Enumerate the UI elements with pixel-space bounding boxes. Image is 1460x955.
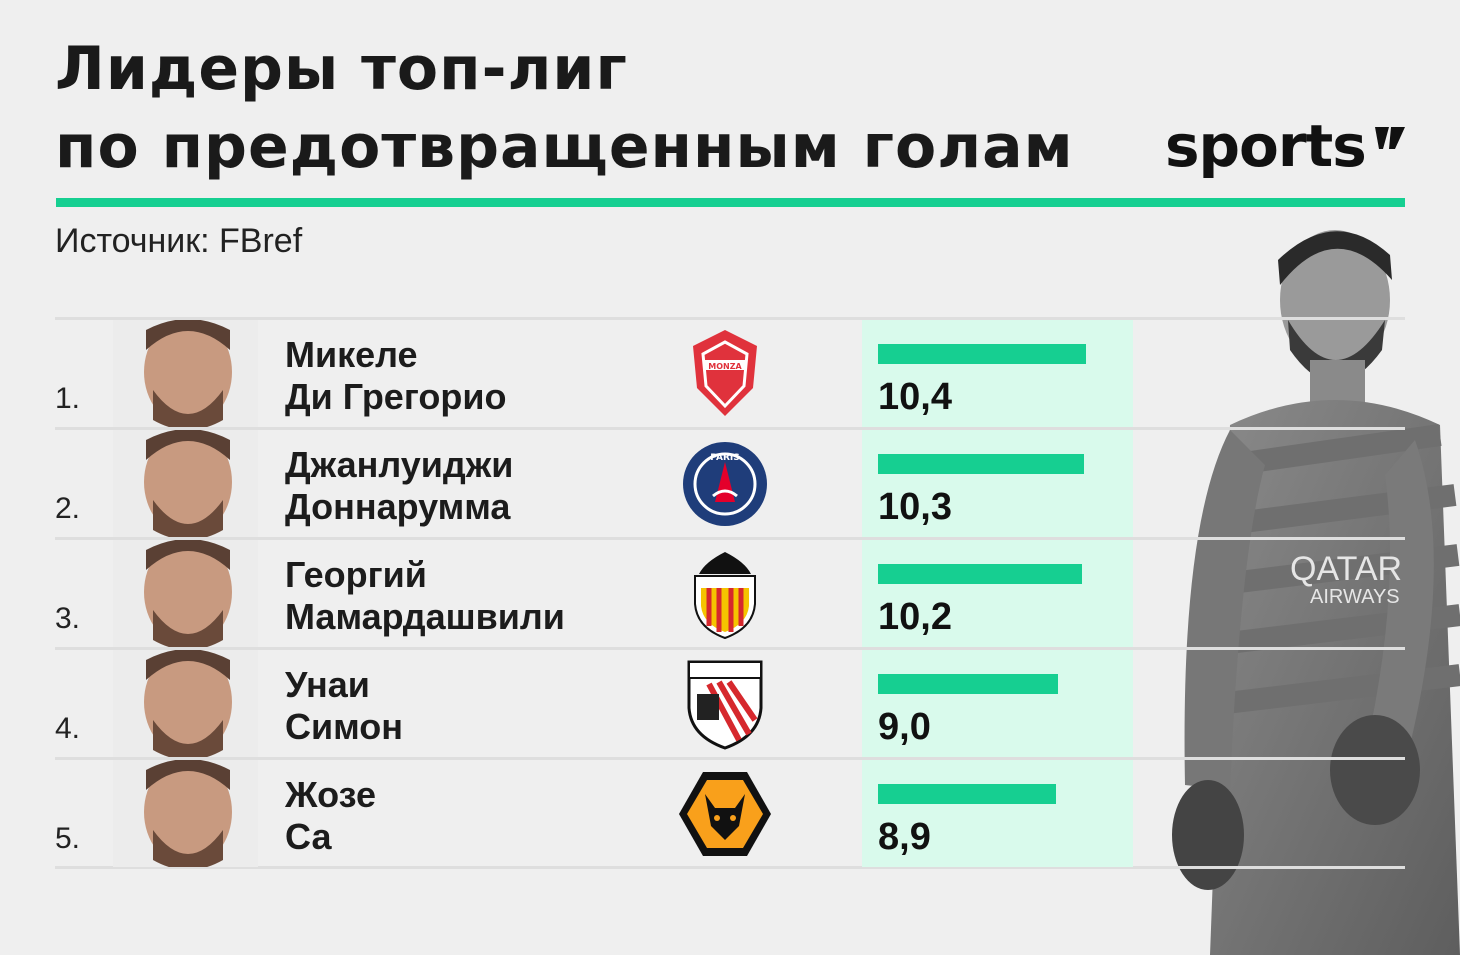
wolves-crest-icon	[675, 768, 775, 860]
player-name: Микеле Ди Грегорио	[285, 334, 506, 418]
player-name: Жозе Са	[285, 774, 376, 858]
source-note: Источник: FBref	[55, 222, 303, 260]
bar	[878, 784, 1056, 804]
bar-cell: 8,9	[862, 760, 1133, 867]
rank-label: 1.	[55, 382, 81, 415]
player-first-name: Унаи	[285, 664, 370, 705]
bar-cell: 9,0	[862, 650, 1133, 757]
brand-mark-icon	[1375, 127, 1405, 149]
value-label: 9,0	[878, 706, 931, 748]
table-row: 3. Георгий Мамардашвили 10,2	[55, 537, 1405, 650]
bar-cell: 10,4	[862, 320, 1133, 427]
rank-label: 3.	[55, 602, 81, 635]
player-photo	[113, 758, 258, 870]
player-name: Унаи Симон	[285, 664, 403, 748]
value-label: 10,4	[878, 376, 952, 418]
athletic-crest-icon	[675, 658, 775, 750]
player-photo	[113, 648, 258, 760]
svg-text:MONZA: MONZA	[708, 362, 742, 371]
player-last-name: Доннарумма	[285, 486, 511, 527]
table-row: 2. Джанлуиджи Доннарумма PARIS 10,3	[55, 427, 1405, 540]
table-row: 5. Жозе Са 8,9	[55, 757, 1405, 870]
rank-label: 4.	[55, 712, 81, 745]
bar	[878, 454, 1084, 474]
player-name: Джанлуиджи Доннарумма	[285, 444, 513, 528]
svg-text:QATAR: QATAR	[1290, 550, 1402, 588]
bar-cell: 10,2	[862, 540, 1133, 647]
bar	[878, 564, 1082, 584]
rank-label: 5.	[55, 822, 81, 855]
table-row: 4. Унаи Симон 9,0	[55, 647, 1405, 760]
monza-crest-icon: MONZA	[675, 328, 775, 420]
player-first-name: Микеле	[285, 334, 418, 375]
value-label: 10,2	[878, 596, 952, 638]
player-first-name: Джанлуиджи	[285, 444, 514, 485]
player-photo	[113, 538, 258, 650]
accent-rule	[56, 198, 1405, 207]
svg-text:PARIS: PARIS	[710, 453, 740, 463]
value-label: 10,3	[878, 486, 952, 528]
brand-logo: sports	[1165, 112, 1367, 180]
player-last-name: Ди Грегорио	[285, 376, 507, 417]
bar	[878, 344, 1086, 364]
value-label: 8,9	[878, 816, 931, 858]
player-name: Георгий Мамардашвили	[285, 554, 565, 638]
valencia-crest-icon	[675, 548, 775, 640]
chart-title: Лидеры топ-лиг по предотвращенным голам	[55, 30, 1074, 186]
ranking-table: 1. Микеле Ди Грегорио MONZA 10,4 2. Джанлуиджи…	[55, 317, 1405, 870]
bar	[878, 674, 1058, 694]
table-row: 1. Микеле Ди Грегорио MONZA 10,4	[55, 317, 1405, 430]
player-first-name: Жозе	[285, 774, 377, 815]
bar-cell: 10,3	[862, 430, 1133, 537]
title-line-2: по предотвращенным голам	[55, 112, 1074, 182]
player-photo	[113, 428, 258, 540]
player-last-name: Мамардашвили	[285, 596, 565, 637]
title-line-1: Лидеры топ-лиг	[55, 34, 628, 104]
player-photo	[113, 318, 258, 430]
rank-label: 2.	[55, 492, 81, 525]
player-last-name: Са	[285, 816, 332, 857]
psg-crest-icon: PARIS	[675, 438, 775, 530]
player-last-name: Симон	[285, 706, 404, 747]
player-first-name: Георгий	[285, 554, 427, 595]
svg-text:AIRWAYS: AIRWAYS	[1310, 586, 1400, 608]
